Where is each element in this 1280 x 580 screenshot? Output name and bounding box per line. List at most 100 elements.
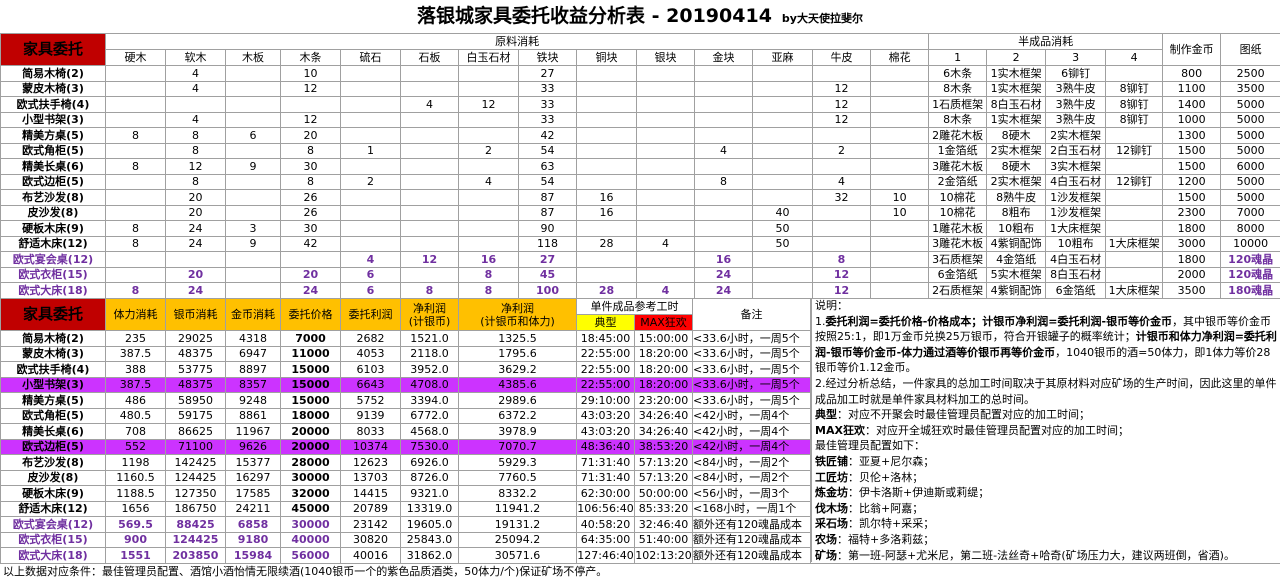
cell — [459, 128, 519, 144]
cell: 1沙发框架 — [1046, 205, 1106, 221]
cell: 4318 — [226, 331, 281, 347]
cell: 8726.0 — [401, 470, 459, 486]
row-name: 简易木椅(2) — [1, 66, 106, 82]
cell: 32000 — [281, 486, 341, 502]
cell: 4 — [166, 81, 226, 97]
cell: 3000 — [1163, 236, 1221, 252]
cell — [226, 252, 281, 268]
cell: 1000 — [1163, 112, 1221, 128]
note-text: MAX狂欢 — [815, 424, 865, 437]
cell: 42 — [281, 236, 341, 252]
column-header: 制作金币 — [1163, 34, 1221, 66]
cell: 12 — [281, 81, 341, 97]
column-header: 金块 — [695, 50, 753, 66]
cell: 30820 — [341, 532, 401, 548]
row-name: 欧式边柜(5) — [1, 439, 106, 455]
cell: 1100 — [1163, 81, 1221, 97]
cell: 10000 — [1221, 236, 1280, 252]
cell: 24 — [695, 267, 753, 283]
cell: 11967 — [226, 424, 281, 440]
cell: 6772.0 — [401, 408, 459, 424]
cell: 6643 — [341, 377, 401, 393]
group-header: 原料消耗 — [106, 34, 929, 50]
cell — [871, 112, 929, 128]
cell: 142425 — [166, 455, 226, 471]
cell: 1300 — [1163, 128, 1221, 144]
cell: 50 — [753, 221, 813, 237]
cell: 10棉花 — [929, 205, 987, 221]
cell: 3394.0 — [401, 393, 459, 409]
cell: 87 — [519, 205, 577, 221]
note-text: ：伊卡洛斯+伊迪斯或莉缇； — [848, 486, 989, 499]
cell — [695, 66, 753, 82]
cell: 6103 — [341, 362, 401, 378]
column-header: 棉花 — [871, 50, 929, 66]
cell: 4白玉石材 — [1046, 174, 1106, 190]
row-name: 简易木椅(2) — [1, 331, 106, 347]
cell: 8 — [459, 267, 519, 283]
cell: 1大床框架 — [1106, 283, 1163, 299]
cell — [871, 174, 929, 190]
cell: 480.5 — [106, 408, 166, 424]
cell: <33.6小时，一周5个 — [693, 346, 811, 362]
column-header: 硬木 — [106, 50, 166, 66]
cell: 18:20:00 — [635, 362, 693, 378]
cell: 15:00:00 — [635, 331, 693, 347]
cell: 2实木框架 — [987, 143, 1046, 159]
cell: 1656 — [106, 501, 166, 517]
cell: 额外还有120魂晶成本 — [693, 532, 811, 548]
cell: 552 — [106, 439, 166, 455]
group-header: 半成品消耗 — [929, 34, 1163, 50]
cell — [871, 283, 929, 299]
cell: 15984 — [226, 548, 281, 564]
cell: 800 — [1163, 66, 1221, 82]
cell — [637, 97, 695, 113]
note-item: 炼金坊：伊卡洛斯+伊迪斯或莉缇； — [815, 485, 1280, 501]
cell: 203850 — [166, 548, 226, 564]
cell: 24 — [281, 283, 341, 299]
cell: 7070.7 — [459, 439, 577, 455]
cell: 54 — [519, 143, 577, 159]
cell: 5实木框架 — [987, 267, 1046, 283]
cell: 106:56:40 — [577, 501, 635, 517]
cell: 2石质框架 — [929, 283, 987, 299]
cell: 43:03:20 — [577, 424, 635, 440]
cell: 18000 — [281, 408, 341, 424]
cell: 12 — [813, 267, 871, 283]
header-line: (计银币) — [409, 315, 451, 328]
cell: 31862.0 — [401, 548, 459, 564]
cell — [226, 174, 281, 190]
cell: 64:35:00 — [577, 532, 635, 548]
cell — [871, 159, 929, 175]
cell: 62:30:00 — [577, 486, 635, 502]
cell: 1160.5 — [106, 470, 166, 486]
cell — [637, 128, 695, 144]
cell: 27 — [519, 252, 577, 268]
cell — [753, 97, 813, 113]
cell: 16 — [577, 205, 637, 221]
cell: 124425 — [166, 470, 226, 486]
cell: 额外还有120魂晶成本 — [693, 548, 811, 564]
cell: 3 — [226, 221, 281, 237]
cell — [1106, 128, 1163, 144]
cell: 1500 — [1163, 159, 1221, 175]
cell: 20 — [166, 190, 226, 206]
note-text: 典型 — [815, 408, 837, 421]
header-line: 净利润 — [413, 302, 446, 315]
note-text: 委托利润=委托价格-价格成本；计银币净利润=委托利润-银币等价金币 — [826, 315, 1173, 328]
cell — [753, 159, 813, 175]
cell: 8白玉石材 — [987, 97, 1046, 113]
cell: 32:46:40 — [635, 517, 693, 533]
cell: 8357 — [226, 377, 281, 393]
